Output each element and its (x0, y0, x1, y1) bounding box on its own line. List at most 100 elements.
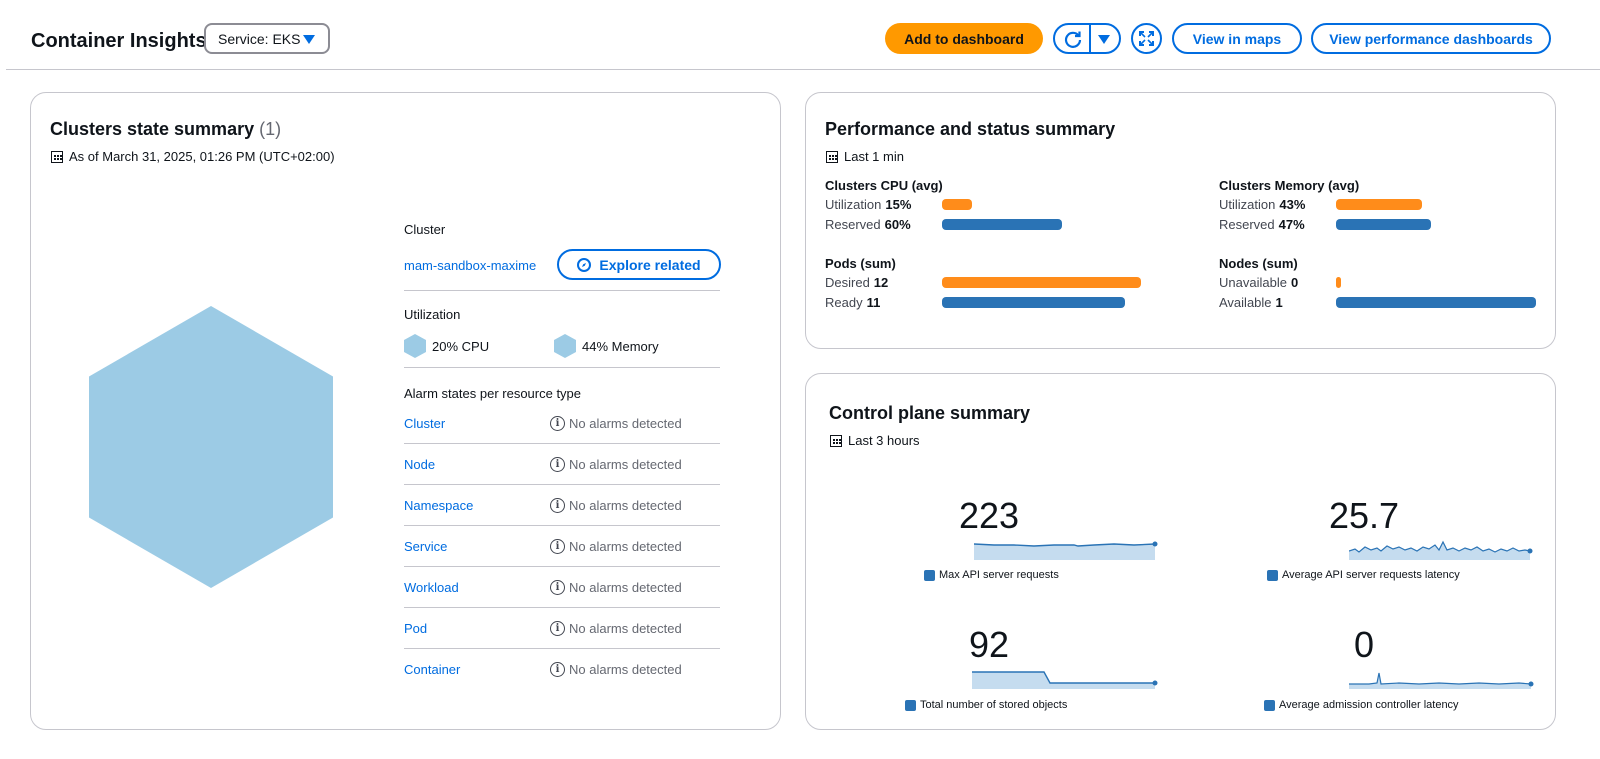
alarm-row-workload: Workload i No alarms detected (404, 580, 720, 621)
view-in-maps-button[interactable]: View in maps (1172, 23, 1302, 54)
nodes-available-row: Available 1 (1219, 295, 1283, 310)
api-latency-value: 25.7 (1329, 495, 1400, 536)
utilization-label: Utilization (404, 307, 461, 322)
alarm-type-link[interactable]: Node (404, 457, 436, 472)
metric-label: Available (1219, 295, 1272, 310)
divider (404, 525, 720, 526)
pods-desired-row: Desired 12 (825, 275, 888, 290)
cpu-utilization-bar (942, 199, 972, 210)
metric-value: 47% (1278, 217, 1305, 232)
view-performance-dashboards-button[interactable]: View performance dashboards (1311, 23, 1551, 54)
clusters-timestamp: As of March 31, 2025, 01:26 PM (UTC+02:0… (51, 149, 335, 164)
metric-label: Desired (825, 275, 870, 290)
alarm-type-link[interactable]: Cluster (404, 416, 446, 431)
cpu-utilization-text: 20% CPU (432, 338, 490, 354)
alarm-row-container: Container i No alarms detected (404, 662, 720, 703)
refresh-icon[interactable] (1063, 29, 1083, 49)
metric-value: 0 (1290, 275, 1299, 290)
memory-hex-icon (554, 334, 576, 358)
page-title: Container Insights (31, 30, 207, 52)
button-divider (1089, 25, 1091, 52)
pods-ready-row: Ready 11 (825, 295, 880, 310)
refresh-button-group[interactable] (1053, 23, 1121, 54)
pods-ready-bar (942, 297, 1125, 308)
alarm-status-text: No alarms detected (569, 457, 682, 472)
info-icon: i (550, 539, 565, 554)
divider (404, 607, 720, 608)
metric-label: Reserved (1219, 217, 1275, 232)
clusters-timestamp-text: As of March 31, 2025, 01:26 PM (UTC+02:0… (69, 149, 335, 164)
divider (404, 648, 720, 649)
pods-desired-bar (942, 277, 1141, 288)
alarm-status: i No alarms detected (550, 498, 682, 513)
alarm-type-link[interactable]: Pod (404, 621, 428, 636)
clusters-cpu-title: Clusters CPU (avg) (825, 178, 943, 193)
alarm-status: i No alarms detected (550, 416, 682, 431)
legend-label: Average API server requests latency (1282, 569, 1460, 581)
cpu-reserved-bar (942, 219, 1062, 230)
cluster-name-link[interactable]: mam-sandbox-maxime (404, 258, 537, 273)
divider (404, 484, 720, 485)
metric-label: Utilization (1219, 197, 1276, 212)
cluster-hexagon[interactable] (89, 306, 333, 588)
control-plane-timestamp: Last 3 hours (830, 433, 920, 448)
refresh-options-icon[interactable] (1098, 35, 1110, 44)
page-header: Container Insights Service: EKS Add to d… (0, 0, 1600, 70)
calendar-icon (826, 150, 838, 163)
explore-related-label: Explore related (599, 256, 701, 273)
add-to-dashboard-button[interactable]: Add to dashboard (885, 23, 1043, 54)
memory-utilization-text: 44% Memory (582, 338, 659, 354)
alarm-status-text: No alarms detected (569, 662, 682, 677)
cpu-utilization: 20% CPU (404, 334, 489, 358)
calendar-icon (830, 434, 842, 447)
legend-swatch (1264, 699, 1275, 711)
alarm-row-cluster: Cluster i No alarms detected (404, 416, 720, 457)
alarm-row-pod: Pod i No alarms detected (404, 621, 720, 662)
explore-related-button[interactable]: Explore related (557, 249, 721, 280)
alarm-type-link[interactable]: Container (404, 662, 461, 677)
nodes-title: Nodes (sum) (1219, 256, 1298, 271)
alarm-type-link[interactable]: Workload (404, 580, 459, 595)
alarm-type-link[interactable]: Service (404, 539, 448, 554)
control-plane-timestamp-text: Last 3 hours (848, 433, 920, 448)
nodes-unavailable-bar (1336, 277, 1341, 288)
alarm-states-label: Alarm states per resource type (404, 386, 582, 401)
metric-value: 15% (885, 197, 912, 212)
nodes-unavailable-row: Unavailable 0 (1219, 275, 1298, 290)
metric-label: Reserved (825, 217, 881, 232)
metric-value: 12 (873, 275, 889, 290)
api-latency-legend: Average API server requests latency (1267, 569, 1460, 581)
metric-value: 1 (1275, 295, 1283, 310)
alarm-status: i No alarms detected (550, 457, 682, 472)
alarm-type-link[interactable]: Namespace (404, 498, 474, 513)
clusters-summary-title: Clusters state summary (1) (50, 119, 281, 140)
performance-summary-title: Performance and status summary (825, 119, 1116, 139)
clusters-summary-title-text: Clusters state summary (50, 119, 255, 139)
legend-label: Average admission controller latency (1279, 699, 1459, 711)
alarm-status-text: No alarms detected (569, 498, 682, 513)
alarm-status-text: No alarms detected (569, 416, 682, 431)
calendar-icon (51, 150, 63, 163)
control-plane-title: Control plane summary (829, 403, 1031, 423)
metric-value: 60% (884, 217, 911, 232)
clusters-count: (1) (259, 119, 282, 139)
api-latency-sparkline (1349, 540, 1533, 560)
metric-label: Unavailable (1219, 275, 1287, 290)
memory-utilization: 44% Memory (554, 334, 659, 358)
performance-timestamp-text: Last 1 min (844, 149, 904, 164)
service-select[interactable]: Service: EKS (204, 23, 330, 54)
cpu-hex-icon (404, 334, 426, 358)
info-icon: i (550, 621, 565, 636)
compass-icon (577, 257, 592, 272)
memory-utilization-row: Utilization 43% (1219, 197, 1305, 212)
info-icon: i (550, 662, 565, 677)
fullscreen-button[interactable] (1131, 23, 1162, 54)
alarm-row-node: Node i No alarms detected (404, 457, 720, 498)
legend-label: Max API server requests (939, 569, 1059, 581)
metric-label: Utilization (825, 197, 882, 212)
divider (404, 443, 720, 444)
alarm-status: i No alarms detected (550, 662, 682, 677)
fullscreen-icon (1139, 31, 1154, 46)
divider (404, 367, 720, 368)
nodes-available-bar (1336, 297, 1536, 308)
